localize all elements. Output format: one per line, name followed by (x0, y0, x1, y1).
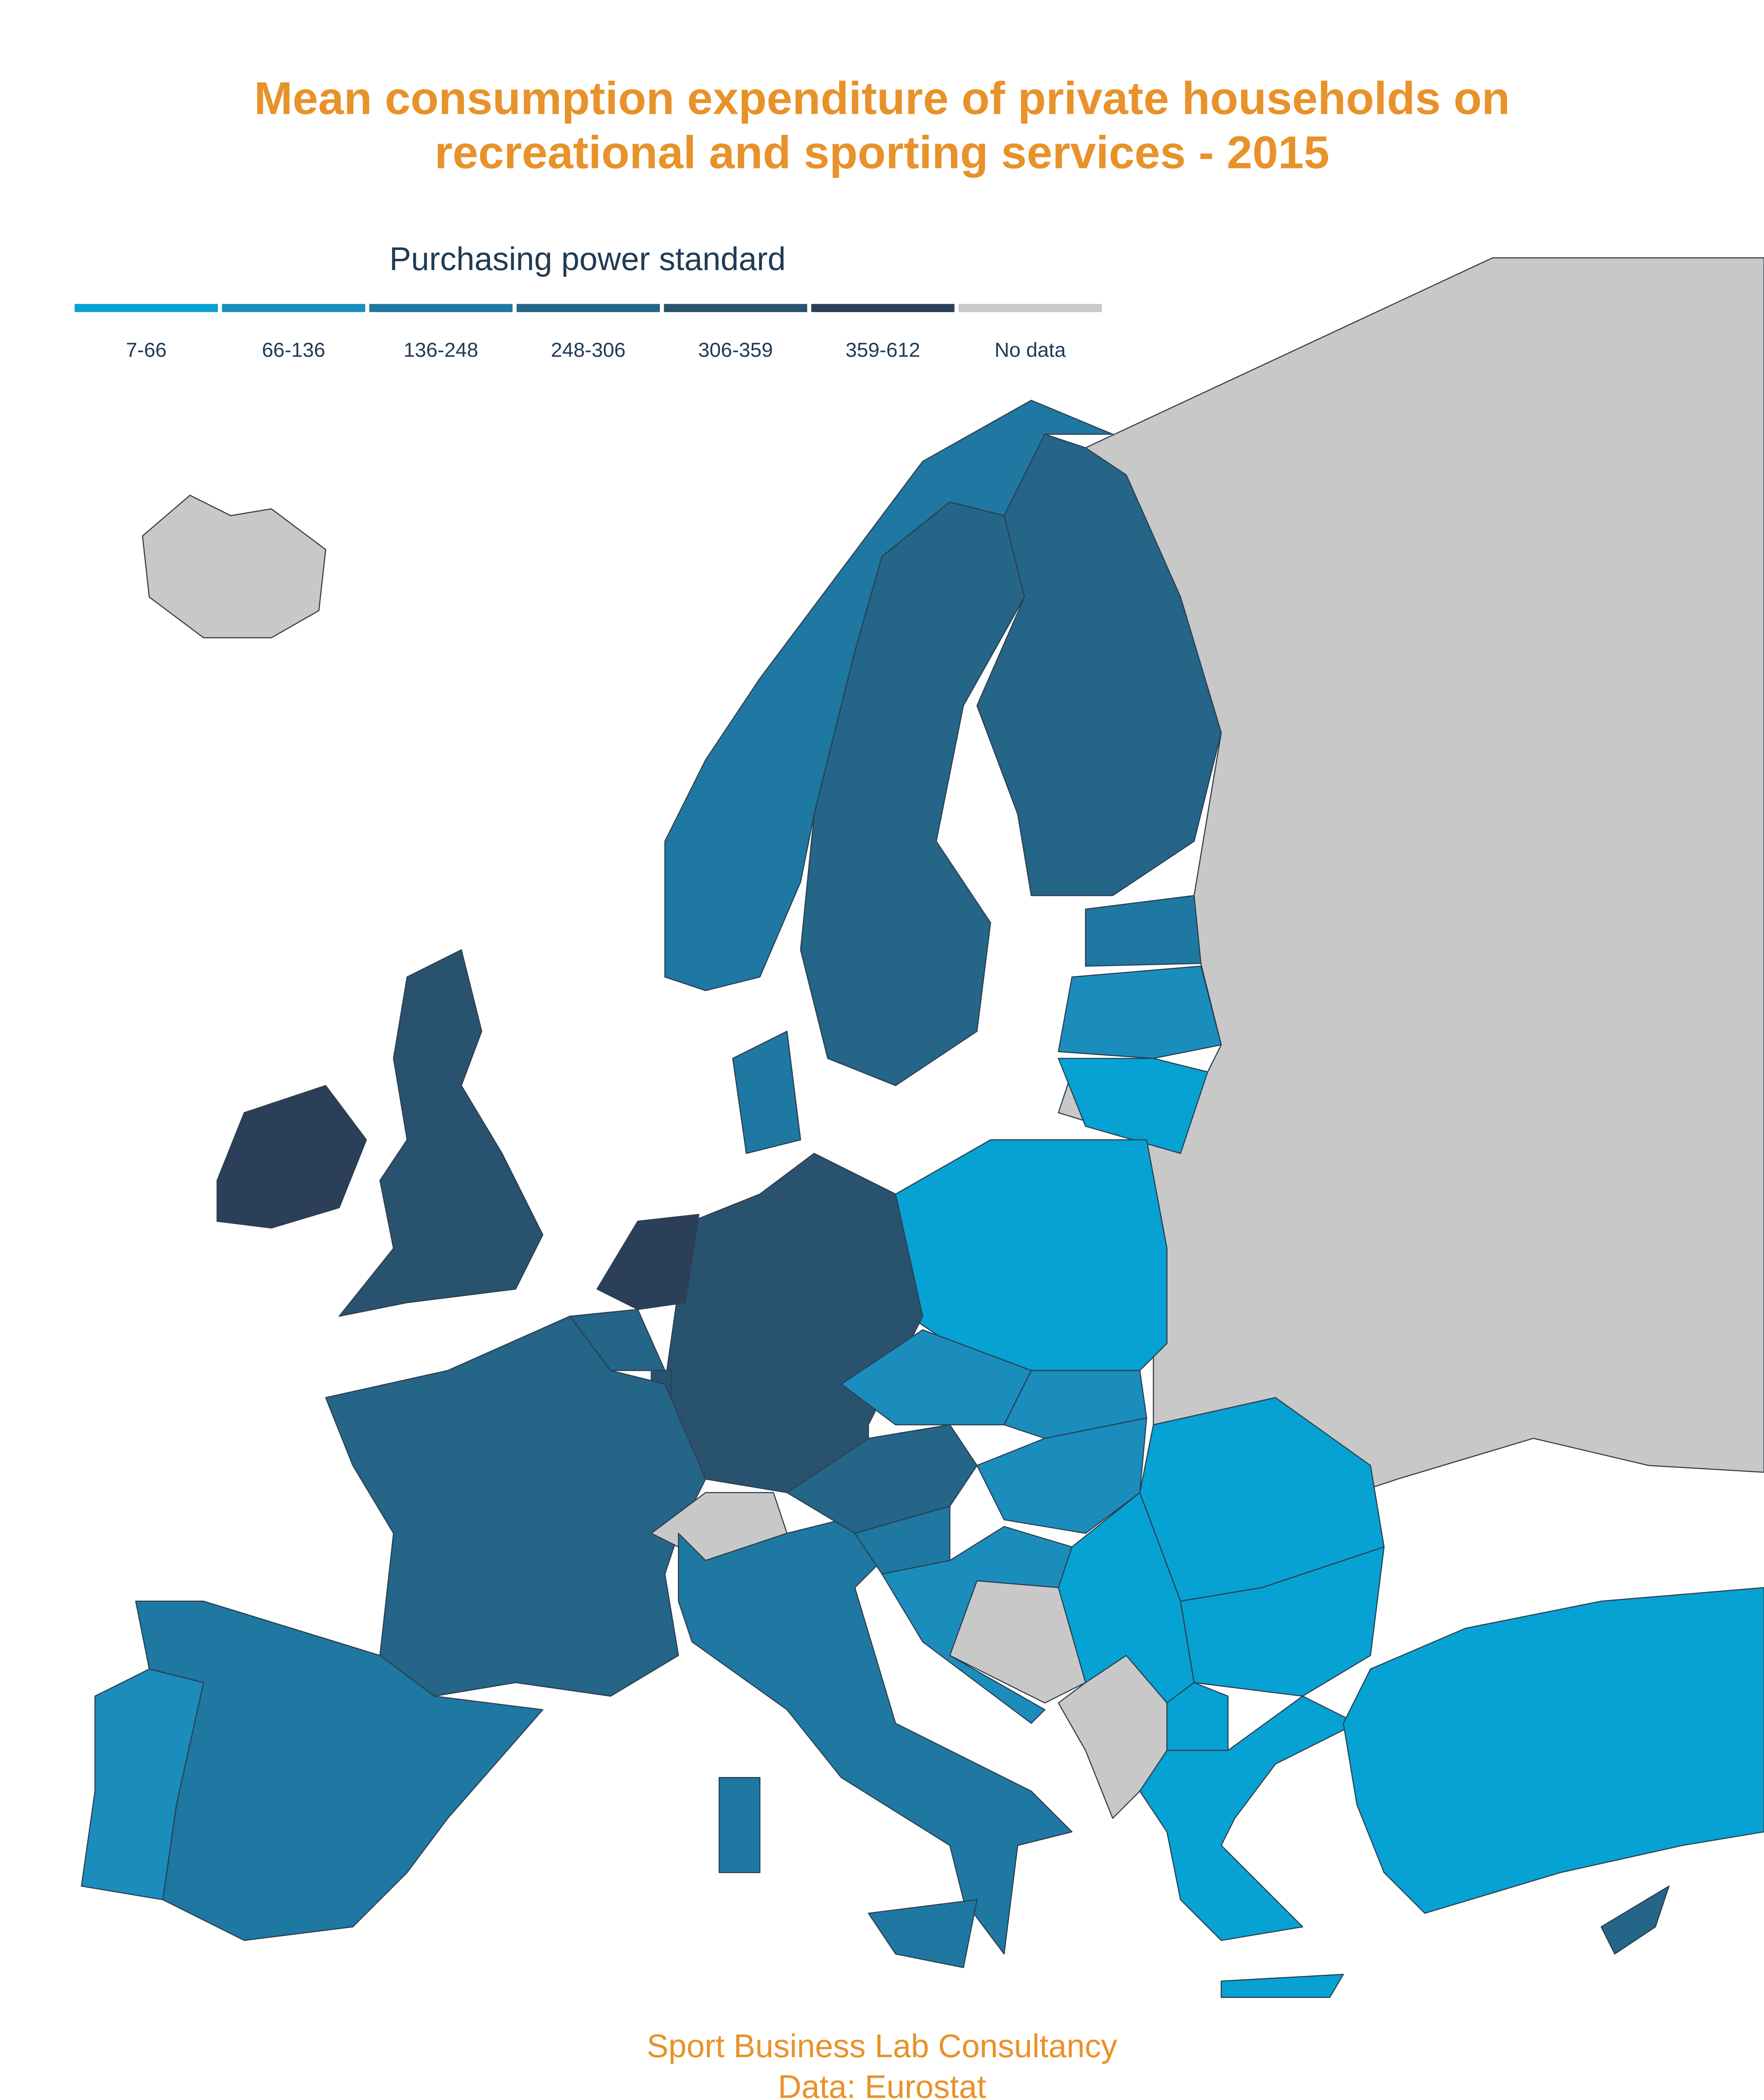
legend-swatch (664, 304, 807, 312)
region-bosnia (949, 1580, 1086, 1704)
region-north-macedonia (1166, 1682, 1229, 1751)
region-italy (678, 1519, 1073, 1955)
regions (81, 257, 1764, 1998)
region-crete (1221, 1974, 1344, 1998)
region-france (325, 1315, 706, 1697)
legend-label: 248-306 (551, 339, 626, 362)
region-estonia (1085, 895, 1202, 967)
source: Data: Eurostat (778, 2069, 986, 2100)
legend-swatch (517, 304, 660, 312)
legend-swatch (222, 304, 365, 312)
region-sicily (868, 1899, 978, 1968)
legend: 7-66 66-136 136-248 248-306 306-359 359-612 No… (74, 304, 1102, 362)
region-slovakia (1003, 1370, 1147, 1439)
region-lithuania (1058, 1058, 1208, 1154)
legend-swatch (74, 304, 218, 312)
credit: Sport Business Lab Consultancy (647, 2028, 1118, 2064)
region-latvia (1058, 966, 1222, 1059)
region-portugal (81, 1668, 204, 1900)
legend-title: Purchasing power standard (389, 241, 786, 277)
legend-swatch (958, 304, 1102, 312)
region-netherlands (596, 1214, 700, 1310)
region-turkey (1343, 1587, 1764, 1914)
region-denmark (732, 1031, 801, 1154)
legend-label: 136-248 (404, 339, 478, 362)
region-uk (339, 949, 543, 1317)
legend-label: No data (995, 339, 1066, 362)
region-sweden (800, 501, 1025, 1086)
title-line: recreational and sporting services - 201… (435, 127, 1329, 178)
legend-swatch (369, 304, 513, 312)
region-sardinia (719, 1777, 761, 1873)
region-ireland (216, 1085, 367, 1229)
legend-label: 306-359 (698, 339, 773, 362)
region-greece (1139, 1696, 1358, 1941)
region-cyprus (1601, 1885, 1670, 1955)
region-iceland (142, 494, 326, 638)
region-finland (976, 433, 1222, 896)
legend-label: 359-612 (845, 339, 920, 362)
legend-label: 66-136 (262, 339, 326, 362)
title-line: Mean consumption expenditure of private … (254, 73, 1510, 124)
region-poland (895, 1139, 1168, 1371)
legend-label: 7-66 (126, 339, 167, 362)
legend-swatch (811, 304, 955, 312)
